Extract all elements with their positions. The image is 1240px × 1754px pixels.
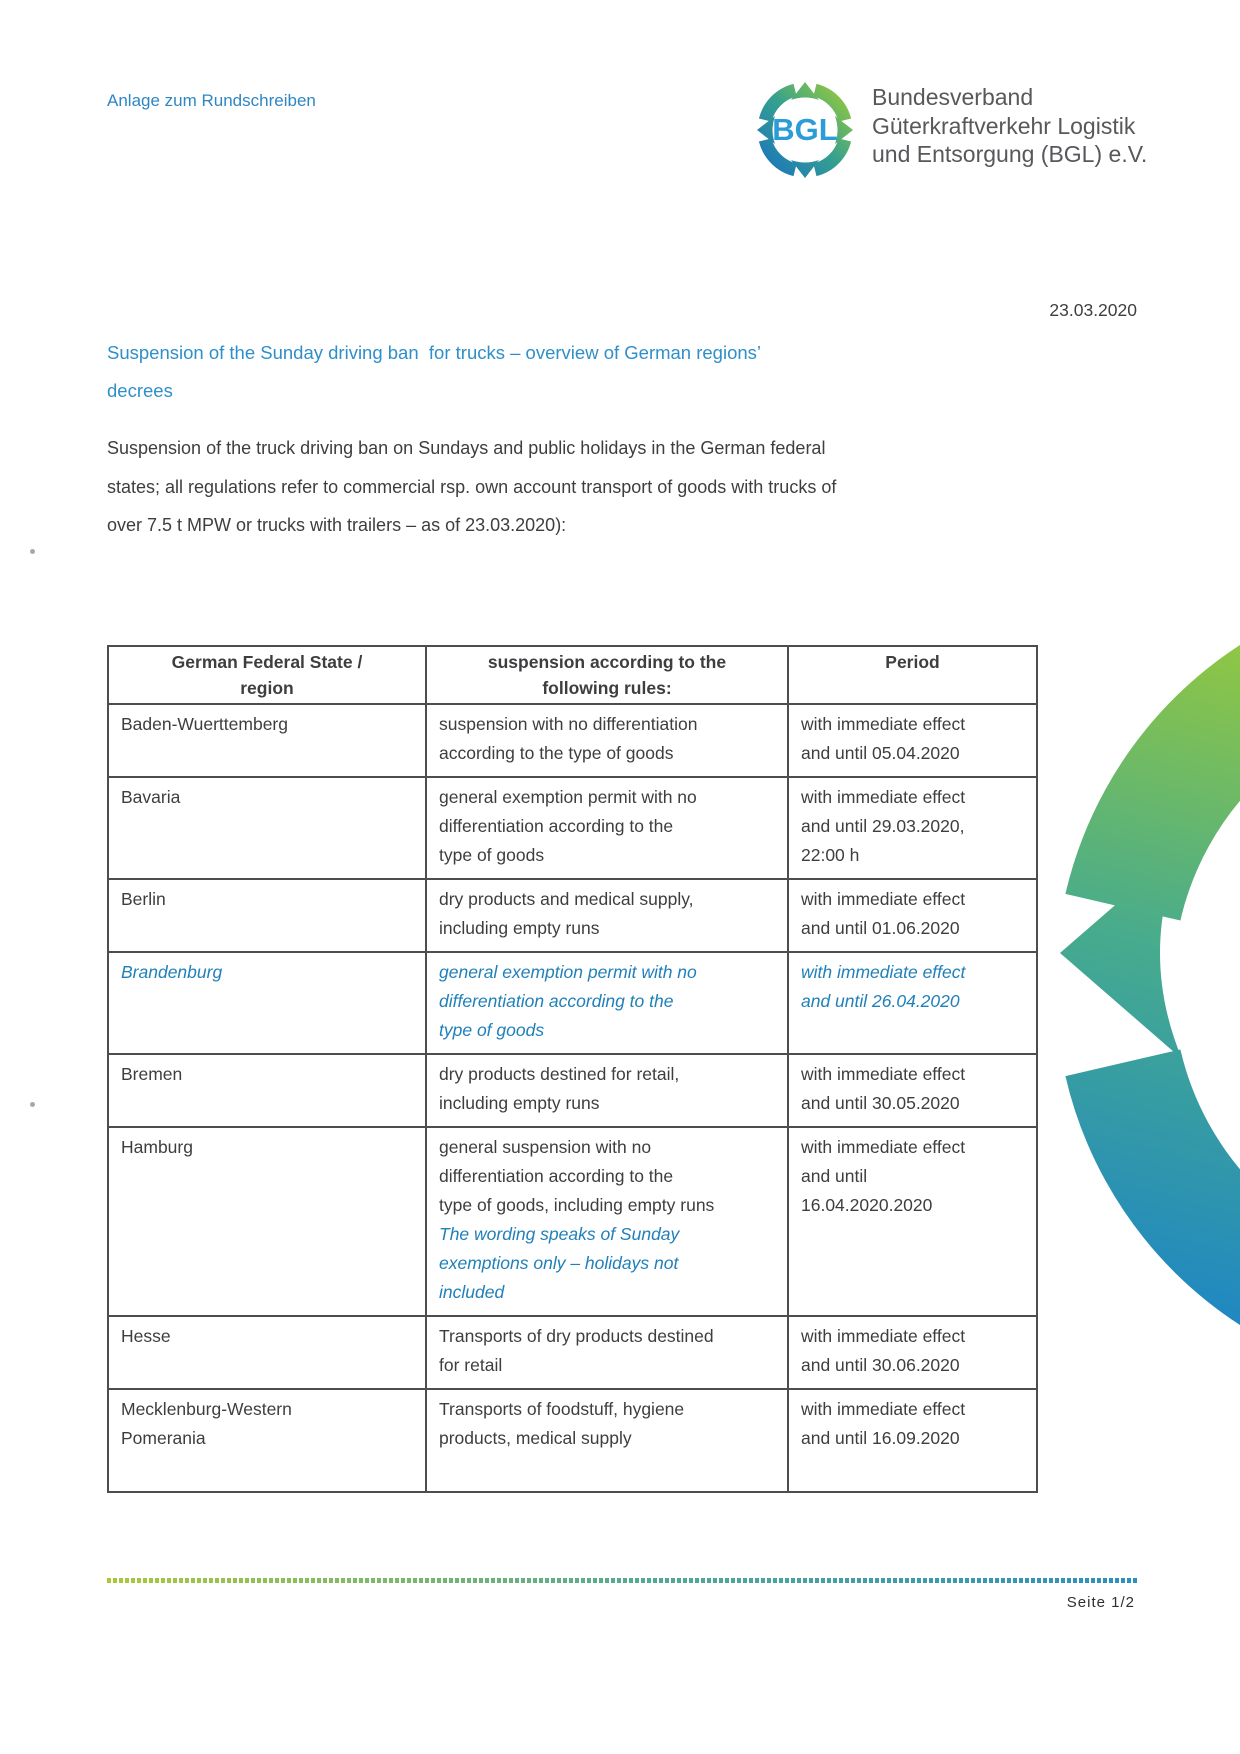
rule-cell: general suspension with no differentiati…: [425, 1126, 789, 1317]
state-cell: Brandenburg: [107, 951, 427, 1055]
period-cell: with immediate effect and until 16.04.20…: [787, 1126, 1038, 1317]
state-cell: Hesse: [107, 1315, 427, 1390]
bgl-logo: BGL Bundesverband Güterkraftverkehr Logi…: [750, 71, 1170, 191]
bgl-ring-icon: [757, 82, 853, 178]
rule-cell: Transports of foodstuff, hygiene product…: [425, 1388, 789, 1493]
state-cell: Hamburg: [107, 1126, 427, 1317]
rule-cell: suspension with no differentiation accor…: [425, 703, 789, 778]
state-cell: Baden-Wuerttemberg: [107, 703, 427, 778]
rule-cell: dry products destined for retail, includ…: [425, 1053, 789, 1128]
table-row: Mecklenburg-Western Pomerania Transports …: [107, 1388, 1038, 1493]
table-row: Bavaria general exemption permit with no …: [107, 776, 1038, 880]
rule-cell: general exemption permit with no differe…: [425, 776, 789, 880]
period-cell: with immediate effect and until 05.04.20…: [787, 703, 1038, 778]
margin-dot: [30, 549, 35, 554]
footer-divider: [107, 1578, 1137, 1583]
document-date: 23.03.2020: [1049, 300, 1137, 320]
period-cell: with immediate effect and until 16.09.20…: [787, 1388, 1038, 1493]
table-row: Baden-Wuerttemberg suspension with no dif…: [107, 703, 1038, 778]
table-row: Brandenburg general exemption permit with…: [107, 951, 1038, 1055]
page-annotation: Anlage zum Rundschreiben: [107, 91, 316, 110]
table-row: Berlin dry products and medical supply, i…: [107, 878, 1038, 953]
period-cell: with immediate effect and until 01.06.20…: [787, 878, 1038, 953]
table-header-period: Period: [787, 645, 1038, 705]
table-row: Hesse Transports of dry products destined…: [107, 1315, 1038, 1390]
intro-paragraph: Suspension of the truck driving ban on S…: [107, 438, 837, 535]
period-cell: with immediate effect and until 26.04.20…: [787, 951, 1038, 1055]
period-cell: with immediate effect and until 29.03.20…: [787, 776, 1038, 880]
rule-cell: general exemption permit with no differe…: [425, 951, 789, 1055]
margin-dot: [30, 1102, 35, 1107]
state-cell: Bavaria: [107, 776, 427, 880]
table-row: Bremen dry products destined for retail, …: [107, 1053, 1038, 1128]
table-body: Baden-Wuerttemberg suspension with no dif…: [107, 703, 1038, 1493]
decorative-chevron-graphic: [1060, 645, 1240, 1325]
page-number: Seite 1/2: [1066, 1594, 1135, 1611]
table-header-state: German Federal State / region: [107, 645, 427, 705]
rule-cell: Transports of dry products destined for …: [425, 1315, 789, 1390]
document-title: Suspension of the Sunday driving ban for…: [107, 342, 762, 401]
table-row: Hamburg general suspension with no differ…: [107, 1126, 1038, 1317]
org-name: Bundesverband Güterkraftverkehr Logistik…: [872, 84, 1148, 167]
rule-cell: dry products and medical supply, includi…: [425, 878, 789, 953]
state-cell: Bremen: [107, 1053, 427, 1128]
table-header-row: German Federal State / region suspension…: [107, 645, 1038, 705]
period-cell: with immediate effect and until 30.05.20…: [787, 1053, 1038, 1128]
regions-table: German Federal State / region suspension…: [107, 645, 1038, 1493]
rule-note: The wording speaks of Sunday exemptions …: [439, 1224, 680, 1302]
period-cell: with immediate effect and until 30.06.20…: [787, 1315, 1038, 1390]
state-cell: Mecklenburg-Western Pomerania: [107, 1388, 427, 1493]
state-cell: Berlin: [107, 878, 427, 953]
table-header-rules: suspension according to the following ru…: [425, 645, 789, 705]
